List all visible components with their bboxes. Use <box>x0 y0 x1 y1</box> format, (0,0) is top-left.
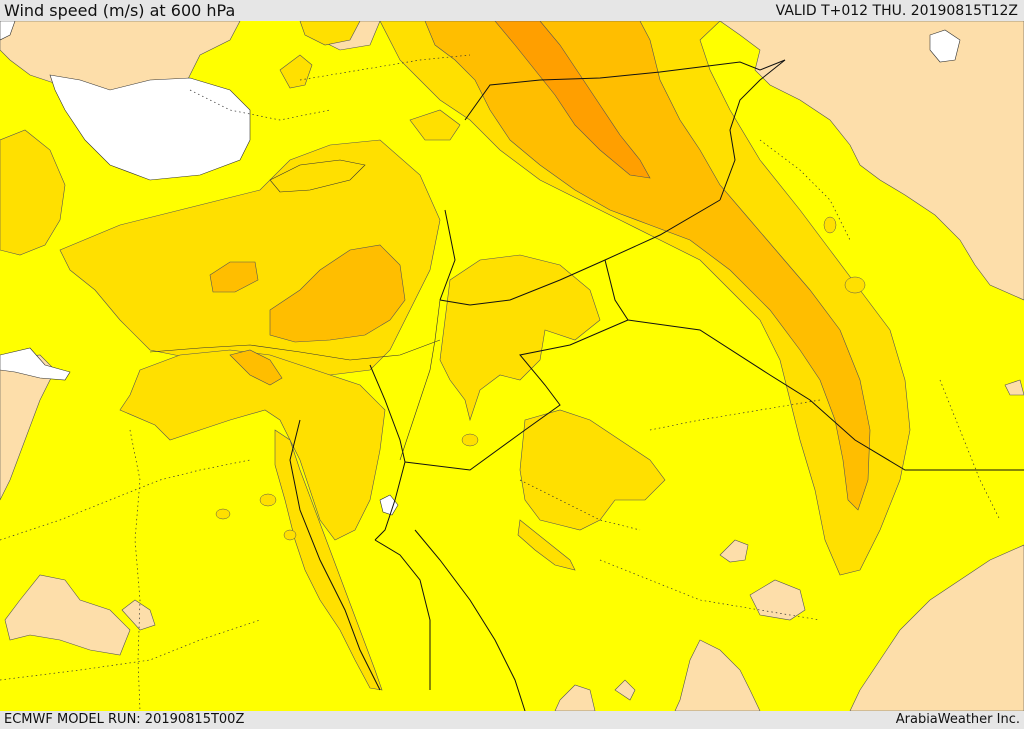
water-north-east-lake <box>929 29 961 63</box>
border-turkey-syria <box>464 59 786 121</box>
province-boundary-3 <box>129 429 141 711</box>
border-jordan-iraq <box>604 259 629 321</box>
wind-band-3-levant <box>229 349 283 386</box>
border-sinai <box>374 461 406 541</box>
low-wind-central-patch <box>719 539 749 563</box>
wind-band-2-syria <box>439 254 601 422</box>
wind-band-2-arabia <box>519 409 666 531</box>
coastlines <box>149 159 441 461</box>
patch-6 <box>823 216 837 234</box>
wind-band-2-west <box>0 129 66 256</box>
low-wind-west-coast <box>0 354 56 501</box>
patch-3 <box>283 529 297 541</box>
map-area <box>0 21 1024 711</box>
patch-1 <box>215 508 231 520</box>
wind-band-2-north-patch <box>409 109 461 141</box>
patch-5 <box>844 276 866 294</box>
border-arabia-coast <box>414 529 526 711</box>
wind-band-2-arabia-tail <box>517 519 576 571</box>
border-jordan-syria <box>439 299 471 306</box>
wind-band-3-central <box>269 244 406 343</box>
low-wind-south-west-small <box>121 599 156 631</box>
wind-speed-map <box>0 21 1024 711</box>
province-boundary-1 <box>0 459 251 541</box>
border-egypt-libya <box>289 419 381 691</box>
low-wind-south-small-1 <box>554 684 596 711</box>
low-wind-north-east <box>719 21 1024 301</box>
water-west-edge <box>0 347 71 381</box>
scattered-patches <box>215 216 866 541</box>
map-title: Wind speed (m/s) at 600 hPa <box>4 1 236 20</box>
province-boundary-8 <box>299 54 471 81</box>
footer-bar: ECMWF MODEL RUN: 20190815T00Z ArabiaWeat… <box>0 711 1024 729</box>
province-boundaries <box>0 54 1001 711</box>
coast-levant <box>399 299 441 461</box>
wind-band-3-small <box>209 261 259 293</box>
patch-2 <box>259 493 277 507</box>
low-wind-south-central <box>674 639 761 711</box>
header-bar: Wind speed (m/s) at 600 hPa VALID T+012 … <box>0 0 1024 21</box>
country-borders <box>289 59 1024 711</box>
wind-band-4-regions <box>494 21 651 179</box>
patch-4 <box>461 433 479 447</box>
province-boundary-2 <box>0 619 261 681</box>
coast-turkey-south <box>149 339 441 361</box>
water-aegean <box>49 74 251 181</box>
low-wind-south-east <box>849 544 1024 711</box>
low-wind-south-patch <box>749 579 806 621</box>
wind-band-4-jet-core <box>494 21 651 179</box>
wind-band-2-levant <box>119 349 386 541</box>
low-wind-south-west <box>4 574 131 656</box>
coast-cyprus <box>269 159 366 193</box>
wind-band-3-jet <box>424 21 871 511</box>
model-run-label: ECMWF MODEL RUN: 20190815T00Z <box>4 712 245 727</box>
wind-band-2-edge-north <box>299 21 361 46</box>
province-boundary-7 <box>649 399 821 431</box>
water-gulf-of-aqaba <box>379 494 399 516</box>
water-north-west-edge <box>0 21 16 41</box>
border-iraq-saudi <box>627 319 1024 471</box>
border-syria-iraq <box>469 199 721 306</box>
water-bodies <box>0 21 961 516</box>
border-jordan-saudi <box>404 319 629 471</box>
low-wind-east-patch <box>1004 379 1024 396</box>
wind-band-2-north-small <box>279 54 313 89</box>
valid-time: VALID T+012 THU. 20190815T12Z <box>775 3 1018 19</box>
border-egypt-sudan <box>374 539 431 690</box>
wind-band-3-regions <box>209 21 871 511</box>
low-wind-south-small-2 <box>614 679 636 701</box>
credit-label: ArabiaWeather Inc. <box>895 712 1020 727</box>
border-egypt-israel <box>369 364 406 463</box>
border-lebanon-syria <box>439 209 456 301</box>
border-iraq-iran <box>719 59 786 201</box>
